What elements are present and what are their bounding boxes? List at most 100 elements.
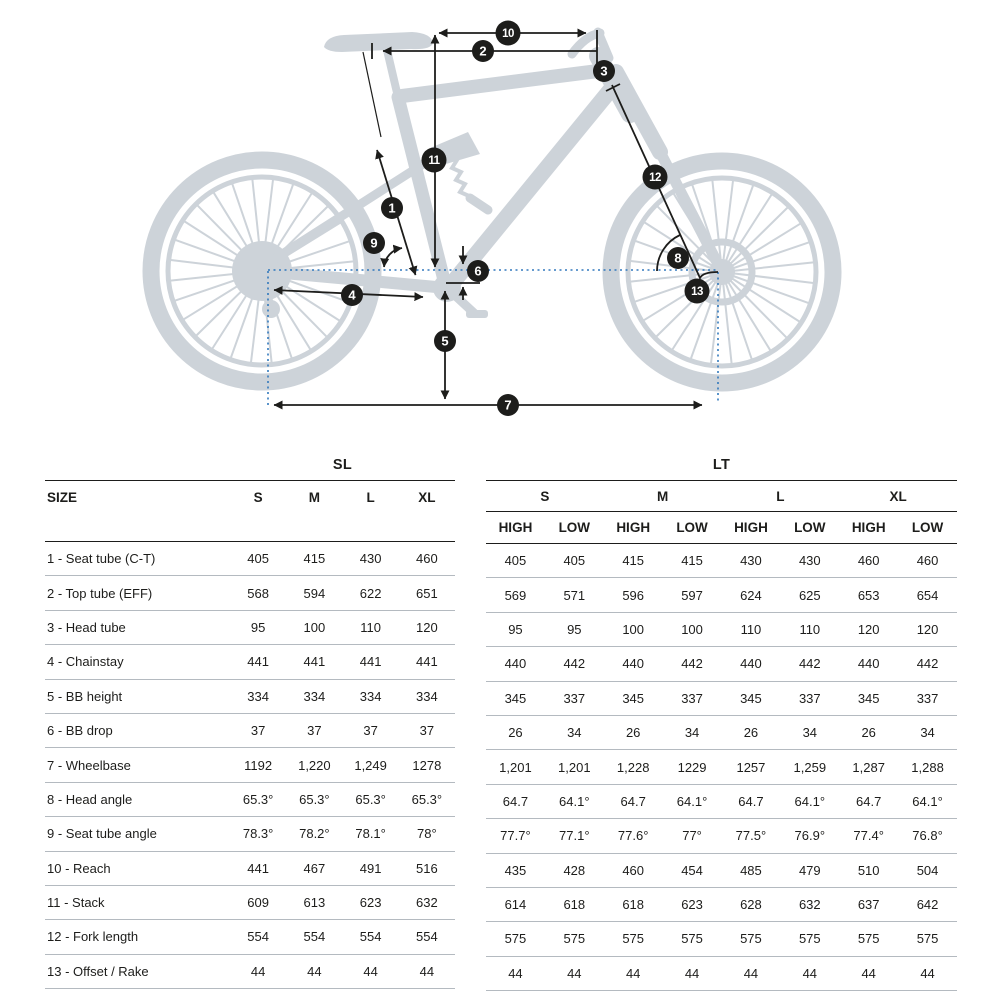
- size-column-header: XL: [418, 490, 436, 505]
- value-cell: 64.1°: [794, 793, 826, 809]
- highlow-column-header: HIGH: [498, 520, 533, 535]
- value-cell: 64.1°: [676, 793, 708, 809]
- value-cell: 44: [743, 965, 759, 981]
- value-cell: 64.7: [502, 793, 529, 809]
- shock-body-icon: [465, 193, 493, 215]
- value-cell: 485: [740, 862, 762, 878]
- value-cell: 440: [504, 656, 527, 672]
- callout-4: 4: [341, 284, 363, 306]
- value-cell: 345: [504, 690, 527, 706]
- row-label: 7 - Wheelbase: [47, 757, 131, 773]
- value-cell: 44: [508, 965, 523, 981]
- value-cell: 37: [250, 723, 266, 739]
- highlow-column-header: HIGH: [851, 520, 886, 535]
- value-cell: 1192: [244, 757, 273, 773]
- value-cell: 44: [684, 965, 700, 981]
- row-label: 9 - Seat tube angle: [47, 826, 157, 842]
- svg-text:6: 6: [474, 264, 481, 279]
- value-cell: 442: [563, 656, 586, 672]
- chainstay-icon: [256, 265, 453, 294]
- sl-header-row: SIZE S M L XL: [45, 481, 455, 541]
- value-cell: 575: [798, 931, 821, 947]
- value-cell: 77.4°: [853, 828, 884, 844]
- value-cell: 430: [740, 553, 762, 569]
- value-cell: 491: [359, 860, 382, 876]
- value-cell: 345: [740, 690, 762, 706]
- callout-2: 2: [472, 40, 494, 62]
- value-cell: 44: [861, 965, 876, 981]
- value-cell: 64.1°: [912, 793, 943, 809]
- svg-text:9: 9: [370, 236, 377, 251]
- size-column-header: M: [308, 490, 320, 505]
- value-cell: 415: [622, 553, 645, 569]
- table-row: 10 - Reach 441 467 491 516: [45, 852, 455, 886]
- pedal-icon: [466, 310, 488, 318]
- value-cell: 77.6°: [617, 828, 649, 844]
- value-cell: 110: [740, 621, 762, 637]
- value-cell: 441: [247, 654, 269, 670]
- value-cell: 623: [359, 895, 382, 911]
- value-cell: 415: [303, 551, 326, 567]
- value-cell: 554: [303, 929, 326, 945]
- value-cell: 504: [916, 862, 939, 878]
- value-cell: 597: [681, 587, 703, 603]
- value-cell: 622: [359, 585, 382, 601]
- value-cell: 596: [622, 587, 645, 603]
- crank-arm-icon: [442, 283, 479, 318]
- value-cell: 637: [857, 897, 880, 913]
- table-row: 5 - BB height 334 334 334 334: [45, 680, 455, 714]
- value-cell: 1,228: [616, 759, 650, 775]
- value-cell: 65.3°: [411, 791, 443, 807]
- table-row: 435 428 460 454 485 479 510 504: [486, 854, 957, 888]
- value-cell: 554: [416, 929, 438, 945]
- value-cell: 44: [920, 965, 935, 981]
- value-cell: 1,220: [298, 757, 331, 773]
- lt-highlow-header-row: HIGH LOW HIGH LOW HIGH LOW HIGH LOW: [486, 512, 957, 543]
- value-cell: 510: [857, 862, 880, 878]
- value-cell: 614: [504, 897, 527, 913]
- value-cell: 334: [416, 688, 438, 704]
- geometry-table-sl: SL SIZE S M L XL 1 - Seat tube (C-T) 405 415 43…: [45, 450, 455, 990]
- table-group-label-lt: LT: [712, 457, 731, 473]
- row-label: 2 - Top tube (EFF): [47, 585, 153, 601]
- value-cell: 460: [622, 862, 645, 878]
- callout-11: 11: [421, 147, 447, 173]
- value-cell: 632: [798, 897, 821, 913]
- value-cell: 64.7: [620, 793, 646, 809]
- callout-5: 5: [434, 330, 456, 352]
- table-row: 26 34 26 34 26 34 26 34: [486, 716, 957, 751]
- lt-size-header-row: S M L XL: [486, 481, 957, 511]
- value-cell: 442: [916, 656, 939, 672]
- table-row: 8 - Head angle 65.3° 65.3° 65.3° 65.3°: [45, 783, 455, 818]
- svg-text:5: 5: [441, 334, 448, 349]
- value-cell: 575: [681, 931, 703, 947]
- callout-6: 6: [467, 260, 489, 282]
- value-cell: 337: [798, 690, 821, 706]
- value-cell: 64.1°: [559, 793, 590, 809]
- derailleur-icon: [262, 300, 280, 318]
- value-cell: 554: [359, 929, 382, 945]
- divider: [486, 543, 957, 544]
- highlow-column-header: HIGH: [616, 520, 651, 535]
- table-row: 95 95 100 100 110 110 120 120: [486, 613, 957, 648]
- svg-text:10: 10: [502, 28, 514, 40]
- value-cell: 95: [250, 619, 266, 635]
- value-cell: 337: [916, 690, 939, 706]
- value-cell: 65.3°: [299, 791, 330, 807]
- value-cell: 26: [508, 725, 523, 741]
- value-cell: 628: [740, 897, 762, 913]
- value-cell: 76.8°: [912, 828, 943, 844]
- value-cell: 120: [857, 621, 880, 637]
- sl-table-body: 1 - Seat tube (C-T) 405 415 430 460 2 - Top t…: [45, 542, 455, 990]
- value-cell: 1278: [412, 757, 442, 773]
- geometry-table-lt: LT S M L XL HIGH LOW HIGH LOW HIGH LOW HIGH LOW 40…: [486, 450, 957, 992]
- row-label: 8 - Head angle: [47, 791, 133, 807]
- value-cell: 1,201: [499, 759, 532, 775]
- dim-fork-top-tick: [605, 83, 621, 92]
- highlow-column-header: LOW: [794, 520, 826, 535]
- value-cell: 44: [250, 963, 266, 979]
- size-column-header: M: [657, 488, 669, 504]
- size-column-header: L: [776, 488, 785, 504]
- value-cell: 77°: [682, 828, 702, 844]
